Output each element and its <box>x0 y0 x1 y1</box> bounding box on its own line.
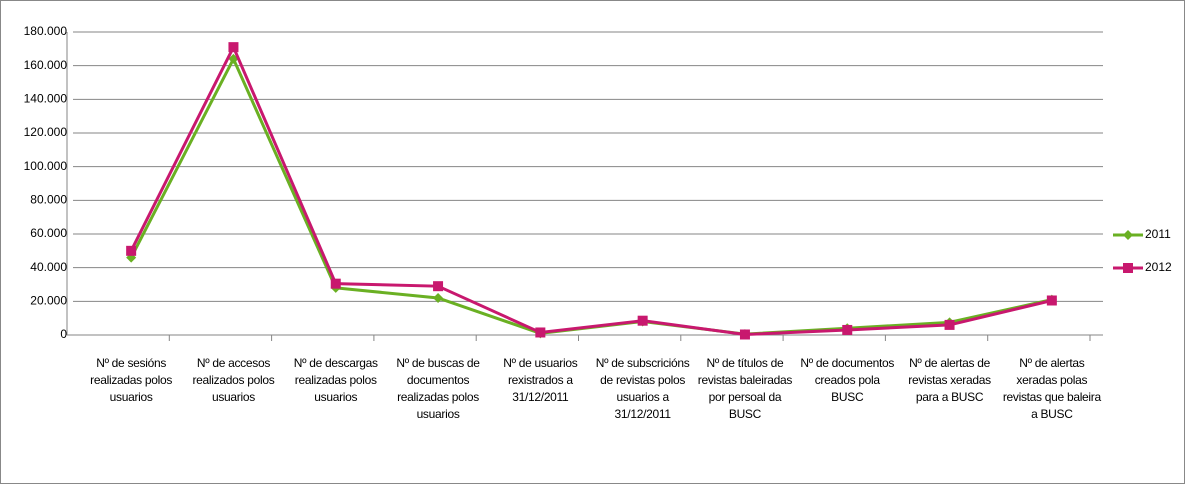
series-line <box>129 43 1053 336</box>
data-point <box>330 278 341 289</box>
y-tick-label: 140.000 <box>24 92 68 106</box>
legend-marker <box>1123 263 1133 273</box>
data-point <box>433 292 444 303</box>
y-tick-label: 180.000 <box>24 24 68 38</box>
y-tick-label: 100.000 <box>24 159 68 173</box>
x-tick-label: Nº de descargas realizadas polos usuario… <box>293 356 378 404</box>
y-tick-label: 20.000 <box>30 294 67 308</box>
x-tick-label: Nº de alertas de revistas xeradas para a… <box>908 356 991 404</box>
legend-marker <box>1123 230 1133 240</box>
data-point <box>842 324 853 335</box>
x-tick-label: Nº de sesións realizadas polos usuarios <box>90 356 173 404</box>
data-point <box>228 42 239 53</box>
y-tick-label: 0 <box>60 327 67 341</box>
x-tick-label: Nº de usuarios rexistrados a 31/12/2011 <box>503 356 578 404</box>
data-point <box>637 315 648 326</box>
x-tick-label: Nº de accesos realizados polos usuarios <box>192 356 275 404</box>
y-tick-label: 40.000 <box>30 260 67 274</box>
data-point <box>433 281 444 292</box>
y-tick-label: 80.000 <box>30 193 67 207</box>
data-point <box>944 319 955 330</box>
y-tick-label: 60.000 <box>30 226 67 240</box>
y-tick-label: 120.000 <box>24 125 68 139</box>
legend-label: 2011 <box>1145 227 1171 241</box>
y-tick-label: 160.000 <box>24 58 68 72</box>
x-tick-label: Nº de buscas de documentos realizadas po… <box>396 356 480 421</box>
data-point <box>126 252 137 263</box>
x-tick-label: Nº de subscricións de revistas polos usu… <box>595 356 690 421</box>
data-point <box>739 329 750 340</box>
legend-label: 2012 <box>1145 260 1172 274</box>
data-point <box>535 327 546 338</box>
x-tick-label: Nº de títulos de revistas baleiradas por… <box>697 356 793 421</box>
data-point <box>1046 295 1057 306</box>
x-tick-label: Nº de alertas xeradas polas revistas que… <box>1002 356 1101 421</box>
x-tick-label: Nº de documentos creados pola BUSC <box>800 356 895 404</box>
data-point <box>126 245 137 256</box>
